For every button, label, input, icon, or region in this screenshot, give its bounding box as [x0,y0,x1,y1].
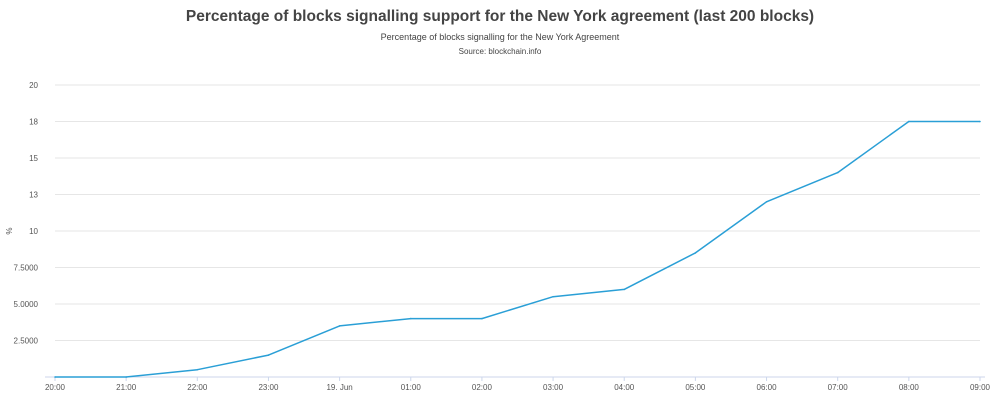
data-point [409,317,412,320]
chart-subtitle: Percentage of blocks signalling for the … [380,32,620,42]
data-point [979,120,981,123]
grid-lines [45,84,985,378]
y-tick-label: 20 [29,81,38,90]
data-point [908,120,910,123]
data-point [338,325,341,327]
data-point [836,171,839,174]
data-point [267,354,270,356]
x-tick-label: 20:00 [45,383,66,392]
x-tick-label: 23:00 [258,383,279,392]
x-tick-label: 04:00 [614,383,635,392]
x-tick-label: 05:00 [685,383,706,392]
chart-source: Source: blockchain.info [458,47,542,56]
data-point [694,252,697,254]
chart-title: Percentage of blocks signalling support … [185,8,815,25]
x-tick-label: 02:00 [472,383,493,392]
x-axis-ticks: 20:00 21:00 22:00 23:00 19. Jun 01:00 02:00 03:… [45,377,991,392]
data-point [125,376,127,378]
y-tick-label: 18 [29,118,38,127]
series-line [55,120,980,378]
y-axis-ticks: 2.5000 5.0000 7.5000 10 13 15 18 20 [14,81,39,346]
y-tick-label: 7.5000 [14,264,39,273]
y-tick-label: 15 [29,154,38,163]
x-tick-label: 19. Jun [326,383,352,392]
x-tick-label: 21:00 [116,383,137,392]
data-point [765,201,768,203]
data-point [481,317,483,320]
y-tick-label: 13 [29,191,38,200]
y-tick-label: 5.0000 [14,300,39,309]
x-tick-label: 08:00 [899,383,920,392]
x-tick-label: 07:00 [828,383,849,392]
data-point [54,376,56,378]
series-layer [54,120,981,378]
data-point [623,288,626,291]
x-tick-label: 03:00 [543,383,564,392]
data-point [196,368,199,371]
y-axis-label: % [5,227,14,234]
x-tick-label: 22:00 [187,383,208,392]
x-tick-label: 06:00 [757,383,778,392]
y-tick-label: 2.5000 [14,337,39,346]
x-tick-label: 01:00 [401,383,422,392]
data-point [552,295,554,298]
x-tick-label: 09:00 [970,383,991,392]
y-tick-label: 10 [29,227,38,236]
